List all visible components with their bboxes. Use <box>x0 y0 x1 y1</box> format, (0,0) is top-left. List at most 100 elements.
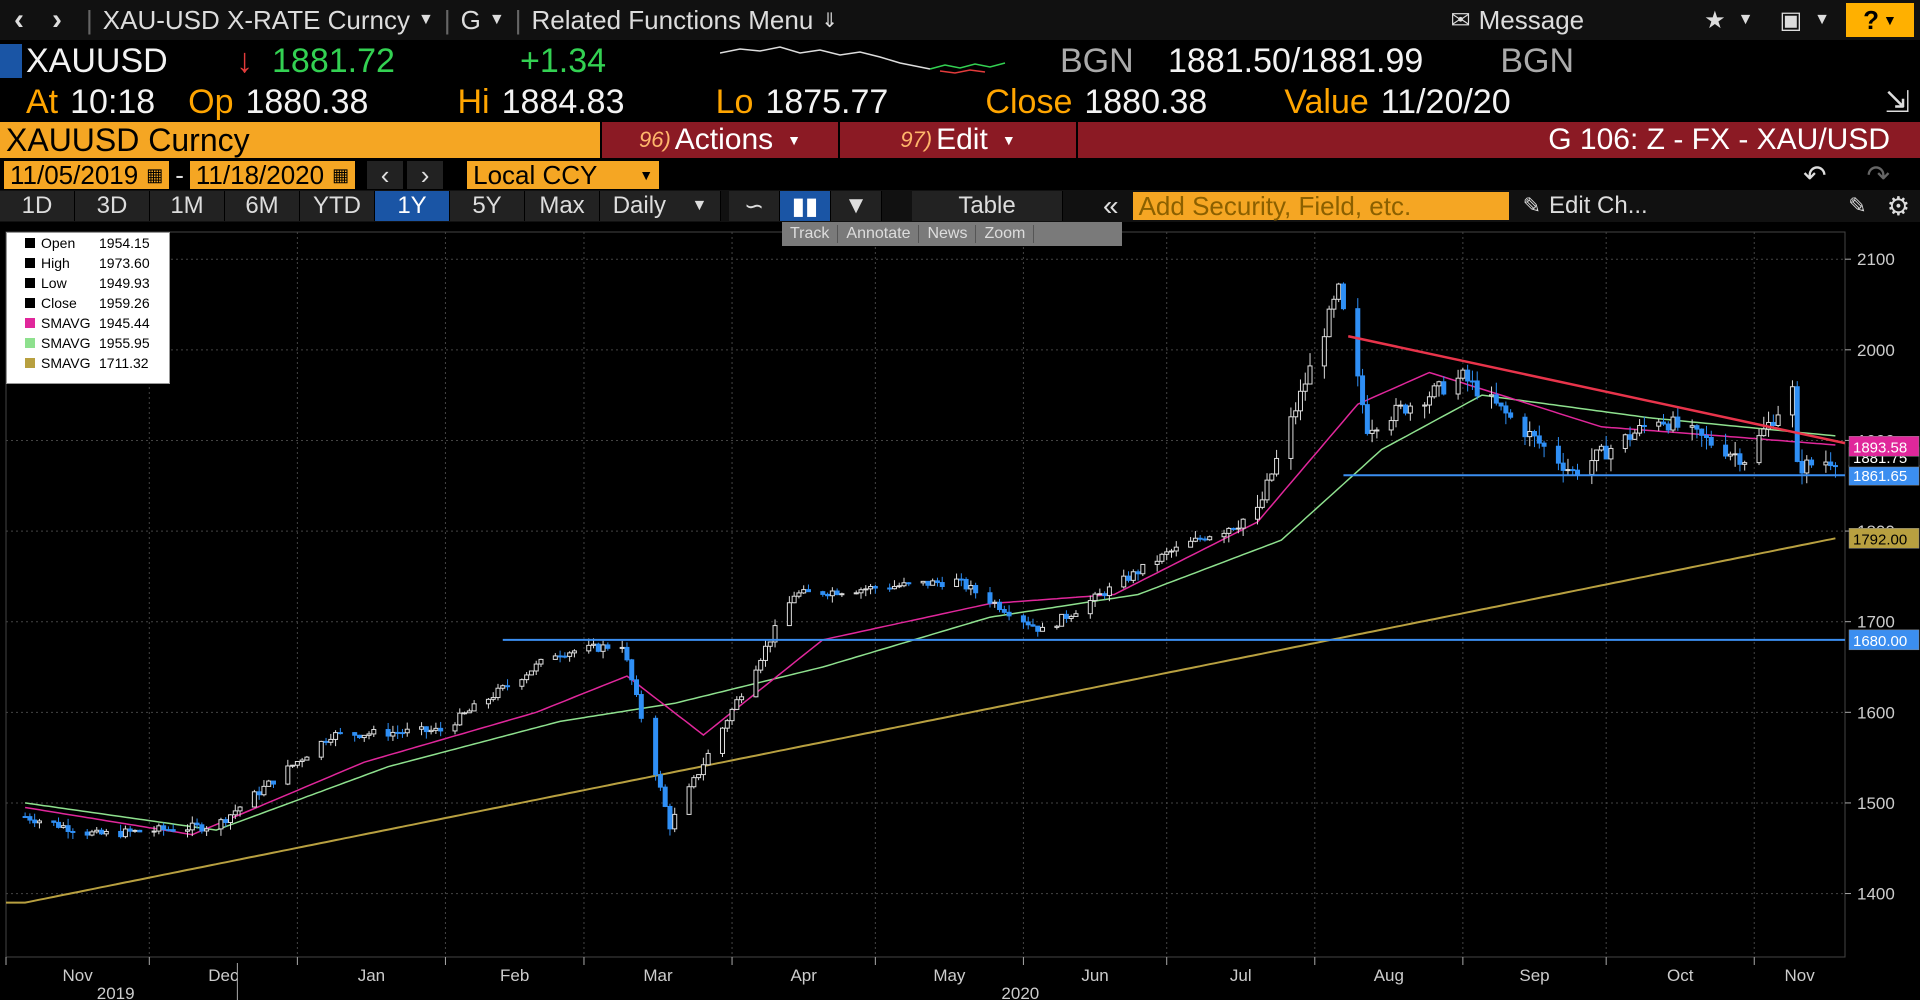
range-button-1m[interactable]: 1M <box>150 191 225 221</box>
candle-body <box>1293 410 1299 418</box>
actions-number: 96) <box>638 127 671 152</box>
undo-icon[interactable]: ↶ <box>1803 159 1827 191</box>
candle-body <box>423 726 429 733</box>
y-tick-label: 1600 <box>1857 703 1895 722</box>
price-label: 1861.65 <box>1853 468 1907 485</box>
candle-body <box>1140 563 1146 575</box>
candle-body <box>624 646 630 661</box>
range-button-6m[interactable]: 6M <box>225 191 300 221</box>
forward-icon[interactable]: › <box>52 3 62 36</box>
previous-period-button[interactable]: ‹ <box>367 160 404 190</box>
range-button-1d[interactable]: 1D <box>0 191 75 221</box>
chevron-down-icon[interactable]: ▼ <box>1737 11 1754 28</box>
candle-body <box>89 831 95 836</box>
legend-value: 1973.60 <box>99 255 150 271</box>
next-period-button[interactable]: › <box>407 160 444 190</box>
range-button-3d[interactable]: 3D <box>75 191 150 221</box>
range-button-5y[interactable]: 5Y <box>450 191 525 221</box>
star-icon[interactable]: ★ <box>1704 6 1726 34</box>
envelope-icon[interactable]: ✉ <box>1450 6 1471 34</box>
candle-body <box>662 786 668 807</box>
period-select[interactable]: Daily ▼ <box>600 191 721 221</box>
edit-chart-button[interactable]: Edit Ch... <box>1549 192 1648 219</box>
y-tick-label: 2000 <box>1857 341 1895 360</box>
candle-body <box>404 728 410 734</box>
related-functions-menu[interactable]: Related Functions Menu <box>531 4 814 35</box>
range-button-1y[interactable]: 1Y <box>375 191 450 221</box>
high-price: 1884.83 <box>501 82 625 121</box>
candle-body <box>1770 421 1776 426</box>
edit-button[interactable]: 97) Edit ▼ <box>838 122 1076 158</box>
candle-body <box>724 720 730 729</box>
security-title[interactable]: XAU-USD X-RATE Curncy <box>102 4 410 35</box>
currency-select[interactable]: Local CCY ▼ <box>467 160 660 190</box>
tool-news[interactable]: News <box>919 225 977 243</box>
calendar-icon[interactable]: ▦ <box>332 164 350 185</box>
candle-body <box>1794 386 1800 462</box>
chevron-down-icon[interactable]: ▼ <box>488 11 505 28</box>
tool-track[interactable]: Track <box>782 225 839 243</box>
function-label[interactable]: G <box>460 4 481 35</box>
candle-body <box>361 734 367 739</box>
candle-body <box>99 829 105 835</box>
line-chart-icon[interactable]: ∽ <box>729 191 780 221</box>
candle-body <box>1789 386 1795 416</box>
candle-body <box>739 696 745 701</box>
back-icon[interactable]: ‹ <box>14 3 24 36</box>
x-tick-label: Sep <box>1519 966 1549 985</box>
chevron-down-icon[interactable]: ▼ <box>1814 11 1830 28</box>
collapse-icon[interactable]: « <box>1103 190 1119 221</box>
candle-body <box>505 685 511 688</box>
range-button-max[interactable]: Max <box>525 191 600 221</box>
x-tick-label: Jan <box>358 966 385 985</box>
candle-body <box>1025 621 1031 626</box>
candle-body <box>1130 571 1136 581</box>
redo-icon[interactable]: ↷ <box>1866 159 1890 191</box>
candle-body <box>1202 538 1208 541</box>
candle-body <box>490 697 496 700</box>
candle-body <box>1703 434 1709 439</box>
message-button[interactable]: Message <box>1478 4 1585 35</box>
legend-item: Open 1954.15 <box>7 233 169 253</box>
candle-body <box>1059 613 1065 627</box>
candle-body <box>758 659 764 671</box>
candle-body <box>1832 465 1838 468</box>
chevron-down-icon[interactable]: ▼ <box>418 11 434 28</box>
table-button[interactable]: Table <box>912 191 1063 221</box>
double-chevron-icon[interactable]: ⇓ <box>821 9 839 32</box>
candle-body <box>801 589 807 594</box>
add-security-input[interactable]: Add Security, Field, etc. <box>1132 191 1509 221</box>
candlestick-icon[interactable]: ▮▮ <box>780 191 831 221</box>
gear-icon[interactable]: ⚙ <box>1886 190 1910 221</box>
x-tick-label: Feb <box>500 966 529 985</box>
actions-button[interactable]: 96) Actions ▼ <box>600 122 838 158</box>
candle-body <box>266 780 272 787</box>
pencil-icon[interactable]: ✎ <box>1522 193 1542 218</box>
candle-body <box>1737 453 1743 465</box>
candle-body <box>1828 461 1834 467</box>
security-name[interactable]: XAUUSD Curncy <box>0 122 600 158</box>
calendar-icon[interactable]: ▦ <box>146 164 164 185</box>
candle-body <box>1274 457 1280 475</box>
x-tick-label: Nov <box>63 966 94 985</box>
tool-zoom[interactable]: Zoom <box>976 225 1035 243</box>
candle-body <box>1603 445 1609 460</box>
tool-annotate[interactable]: Annotate <box>838 225 920 243</box>
price-chart[interactable]: 14001500160017001800190020002100NovDecJa… <box>0 222 1920 1000</box>
start-date-field[interactable]: 11/05/2019 ▦ <box>4 160 170 190</box>
candle-body <box>1498 402 1504 407</box>
range-button-ytd[interactable]: YTD <box>300 191 375 221</box>
y-tick-label: 1700 <box>1857 613 1895 632</box>
end-date-field[interactable]: 11/18/2020 ▦ <box>189 160 356 190</box>
draw-icon[interactable]: ✎ <box>1848 193 1867 218</box>
edit-label: Edit <box>936 123 988 156</box>
help-button[interactable]: ? ▼ <box>1846 3 1914 37</box>
candle-body <box>1288 416 1294 459</box>
legend-item: SMAVG 1711.32 <box>7 353 169 373</box>
candle-body <box>1364 404 1370 434</box>
chevron-down-icon[interactable]: ▼ <box>831 191 882 221</box>
chart-export-icon[interactable]: ⇲ <box>1884 85 1910 119</box>
window-icon[interactable]: ▣ <box>1779 6 1803 34</box>
graph-title: G 106: Z - FX - XAU/USD <box>1076 122 1920 158</box>
candle-body <box>1708 437 1714 446</box>
